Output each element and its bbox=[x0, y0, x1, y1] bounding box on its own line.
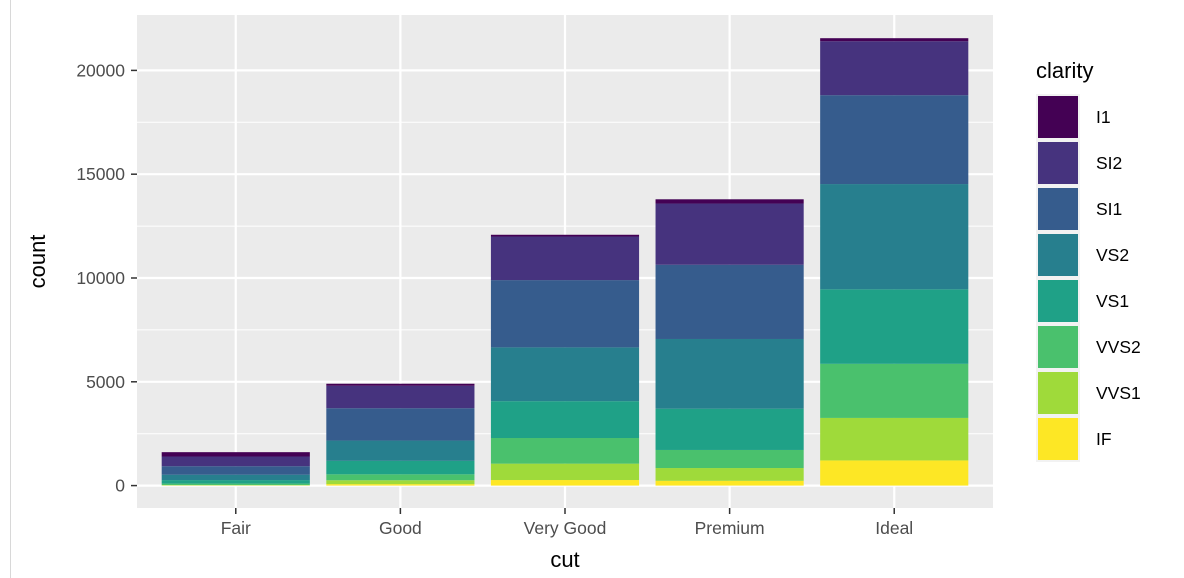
bar-segment-i1 bbox=[655, 199, 804, 204]
bar-segment-si1 bbox=[490, 280, 640, 348]
legend-label-i1: I1 bbox=[1096, 107, 1111, 127]
x-tick-label: Fair bbox=[221, 518, 251, 538]
y-tick-label: 15000 bbox=[76, 164, 125, 184]
bar-segment-vvs2 bbox=[655, 449, 804, 469]
y-tick-label: 20000 bbox=[76, 60, 125, 80]
bar-segment-vs1 bbox=[490, 401, 640, 439]
legend-label-si1: SI1 bbox=[1096, 199, 1122, 219]
bar-segment-vs2 bbox=[490, 347, 640, 402]
bar-segment-vvs2 bbox=[326, 474, 475, 481]
bar-segment-si2 bbox=[161, 456, 310, 467]
legend-label-vs2: VS2 bbox=[1096, 245, 1129, 265]
x-tick-label: Very Good bbox=[524, 518, 607, 538]
bar-segment-si1 bbox=[655, 264, 804, 339]
bar-segment-vs1 bbox=[326, 460, 475, 475]
legend: clarity I1 SI2 SI1 VS2 VS1 VVS2 VVS1 IF bbox=[1036, 58, 1141, 462]
bar-segment-i1 bbox=[161, 452, 310, 457]
bar-segment-i1 bbox=[820, 38, 969, 42]
y-tick-label: 5000 bbox=[86, 372, 125, 392]
bar-segment-if bbox=[326, 484, 475, 486]
legend-label-vs1: VS1 bbox=[1096, 291, 1129, 311]
bar-segment-vs2 bbox=[655, 338, 804, 409]
bar-segment-si2 bbox=[820, 41, 969, 96]
bar-segment-vs2 bbox=[326, 440, 475, 461]
y-axis-title: count bbox=[25, 235, 50, 289]
y-tick-label: 0 bbox=[115, 476, 125, 496]
legend-swatch-vs1 bbox=[1038, 280, 1078, 322]
legend-title: clarity bbox=[1036, 58, 1093, 83]
bar-segment-si1 bbox=[326, 408, 475, 441]
bar-segment-vs2 bbox=[820, 184, 969, 290]
bar-segment-si2 bbox=[490, 236, 640, 281]
legend-label-if: IF bbox=[1096, 429, 1112, 449]
bar-stack-group bbox=[161, 38, 969, 486]
bar-segment-vs2 bbox=[161, 474, 310, 481]
x-axis: Fair Good Very Good Premium Ideal bbox=[221, 508, 913, 538]
x-tick-label: Premium bbox=[695, 518, 765, 538]
bar-segment-vvs1 bbox=[655, 468, 804, 481]
legend-swatch-vvs2 bbox=[1038, 326, 1078, 368]
bar-segment-vvs1 bbox=[326, 480, 475, 485]
bar-segment-if bbox=[490, 480, 640, 486]
x-tick-label: Ideal bbox=[875, 518, 913, 538]
legend-label-vvs1: VVS1 bbox=[1096, 383, 1141, 403]
bar-segment-si1 bbox=[161, 466, 310, 475]
legend-swatch-vvs1 bbox=[1038, 372, 1078, 414]
legend-label-si2: SI2 bbox=[1096, 153, 1122, 173]
bar-segment-if bbox=[655, 480, 804, 486]
bar-segment-i1 bbox=[490, 234, 640, 237]
bar-segment-vvs1 bbox=[490, 463, 640, 481]
legend-swatch-si1 bbox=[1038, 188, 1078, 230]
bar-segment-si2 bbox=[655, 203, 804, 265]
legend-swatch-vs2 bbox=[1038, 234, 1078, 276]
bar-segment-vs1 bbox=[655, 408, 804, 450]
bar-segment-vvs1 bbox=[820, 417, 969, 461]
legend-swatch-si2 bbox=[1038, 142, 1078, 184]
bar-segment-si1 bbox=[820, 95, 969, 185]
bar-segment-vs1 bbox=[820, 289, 969, 364]
bar-segment-vs1 bbox=[161, 480, 310, 484]
legend-swatch-i1 bbox=[1038, 96, 1078, 138]
legend-label-vvs2: VVS2 bbox=[1096, 337, 1141, 357]
legend-swatch-if bbox=[1038, 418, 1078, 460]
bar-segment-i1 bbox=[326, 383, 475, 386]
left-border-line bbox=[10, 0, 11, 578]
y-axis: 0 5000 10000 15000 20000 bbox=[76, 60, 137, 496]
x-tick-label: Good bbox=[379, 518, 422, 538]
bar-segment-vvs2 bbox=[820, 363, 969, 418]
bar-segment-vvs2 bbox=[161, 483, 310, 486]
bar-segment-vvs2 bbox=[490, 438, 640, 464]
bar-segment-si2 bbox=[326, 385, 475, 409]
bar-segment-if bbox=[820, 460, 969, 486]
y-tick-label: 10000 bbox=[76, 268, 125, 288]
x-axis-title: cut bbox=[550, 547, 579, 572]
